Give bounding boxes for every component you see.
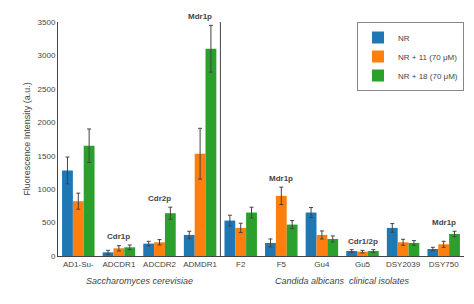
svg-text:NR: NR (398, 34, 410, 43)
svg-text:Candida albicans clinical iso: Candida albicans clinical isolates (275, 276, 410, 286)
svg-text:AD1-Su-: AD1-Su- (63, 260, 94, 269)
svg-text:Cdr1/2p: Cdr1/2p (348, 237, 378, 246)
svg-text:1500: 1500 (38, 152, 56, 161)
svg-text:ADCDR1: ADCDR1 (102, 260, 135, 269)
svg-text:0: 0 (51, 252, 56, 261)
svg-text:3000: 3000 (38, 51, 56, 60)
svg-text:3500: 3500 (38, 18, 56, 27)
svg-text:Mdr1p: Mdr1p (269, 174, 293, 183)
svg-text:Cdr2p: Cdr2p (148, 194, 171, 203)
svg-text:DSY2039: DSY2039 (386, 260, 421, 269)
svg-text:Gu5: Gu5 (355, 260, 371, 269)
svg-text:F2: F2 (236, 260, 246, 269)
svg-text:F5: F5 (277, 260, 287, 269)
svg-text:NR + 18 (70 μM): NR + 18 (70 μM) (398, 72, 458, 81)
svg-text:ADCDR2: ADCDR2 (143, 260, 176, 269)
svg-text:Saccharomyces cerevisiae: Saccharomyces cerevisiae (86, 276, 193, 286)
svg-text:DSY750: DSY750 (429, 260, 459, 269)
svg-text:Gu4: Gu4 (314, 260, 330, 269)
svg-text:1000: 1000 (38, 185, 56, 194)
svg-text:2000: 2000 (38, 118, 56, 127)
svg-text:Mdr1p: Mdr1p (188, 12, 212, 21)
svg-text:NR + 11 (70 μM): NR + 11 (70 μM) (398, 53, 457, 62)
svg-text:Fluorescence Intensity (a.u.): Fluorescence Intensity (a.u.) (22, 82, 32, 196)
svg-text:500: 500 (42, 218, 56, 227)
svg-text:2500: 2500 (38, 85, 56, 94)
svg-text:Cdr1p: Cdr1p (107, 232, 130, 241)
svg-text:ADMDR1: ADMDR1 (183, 260, 217, 269)
svg-text:Mdr1p: Mdr1p (432, 218, 456, 227)
